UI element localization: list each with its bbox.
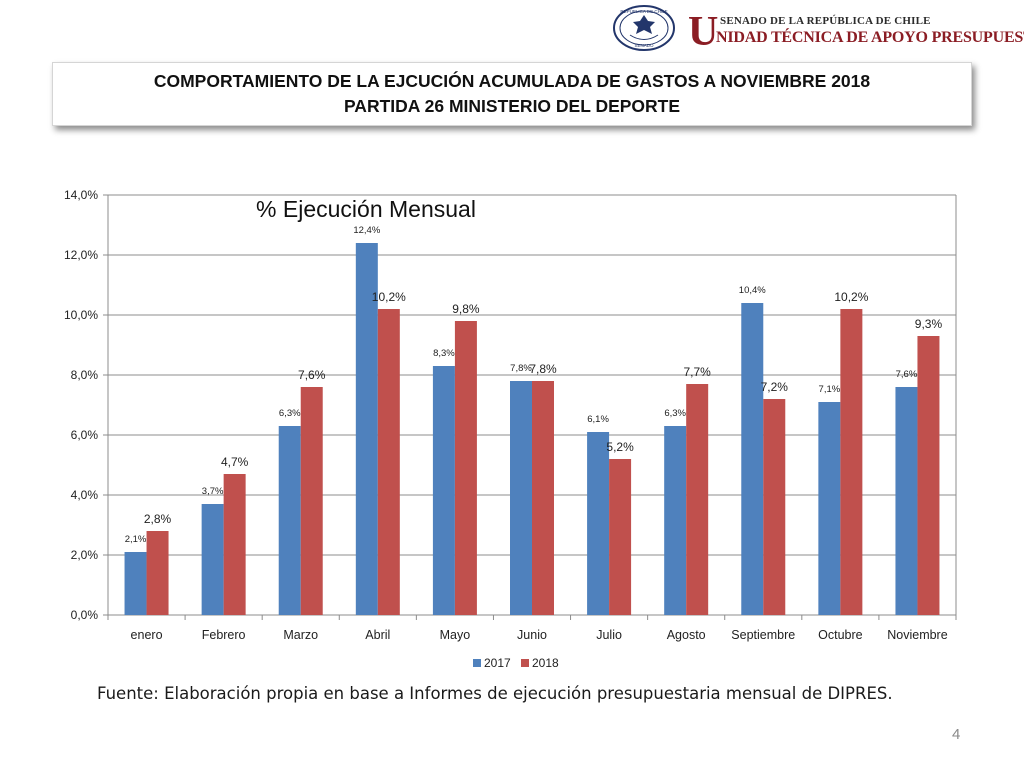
x-axis-tick-labels: enero Febrero Marzo Abril Mayo Junio Julio Agos… — [131, 628, 948, 642]
legend-label: 2017 — [484, 656, 511, 670]
bar-2017-septiembre — [741, 303, 764, 615]
data-label: 6,3% — [664, 408, 686, 419]
bar-2018-mayo — [454, 321, 477, 615]
data-label: 7,8% — [529, 362, 557, 376]
x-tick-label: Noviembre — [887, 628, 947, 642]
data-label: 10,4% — [739, 285, 766, 296]
slide-title-line2: PARTIDA 26 MINISTERIO DEL DEPORTE — [343, 96, 681, 116]
data-label: 7,2% — [761, 380, 789, 394]
legend-swatch — [473, 659, 481, 667]
data-label: 7,1% — [819, 384, 841, 395]
x-tick-label: Marzo — [283, 628, 318, 642]
bar-2018-septiembre — [763, 399, 786, 615]
bar-2017-junio — [510, 381, 532, 615]
data-label: 7,8% — [510, 363, 532, 374]
data-label: 2,8% — [144, 512, 172, 526]
bar-2018-julio — [609, 459, 632, 615]
org-name-line2: NIDAD TÉCNICA DE APOYO PRESUPUESTARIO — [716, 29, 1024, 46]
x-tick-label: Octubre — [818, 628, 863, 642]
senate-seal-logo: REPÚBLICA DE CHILE SENADO — [613, 5, 675, 51]
data-label: 7,6% — [298, 368, 326, 382]
data-label: 2,1% — [125, 534, 147, 545]
x-tick-label: enero — [131, 628, 163, 642]
seal-top-text: REPÚBLICA DE CHILE — [620, 8, 667, 14]
bar-2018-febrero — [223, 474, 246, 615]
bar-2017-octubre — [818, 402, 841, 615]
bar-2018-agosto — [686, 384, 709, 615]
y-tick-label: 14,0% — [64, 188, 98, 202]
chart-data-labels: 2,1% 2,8% 3,7% 4,7% 6,3% 7,6% 12,4% 10,2% 8,3% 9,… — [125, 225, 943, 545]
chart-bars — [124, 243, 940, 615]
bar-2017-febrero — [201, 504, 224, 615]
x-tick-label: Junio — [517, 628, 547, 642]
bar-2017-noviembre — [895, 387, 918, 615]
legend-swatch — [521, 659, 529, 667]
bar-2018-octubre — [840, 309, 863, 615]
organization-header: U SENADO DE LA REPÚBLICA DE CHILE NIDAD … — [688, 9, 1024, 55]
bar-2017-abril — [355, 243, 378, 615]
bar-2018-junio — [532, 381, 554, 615]
slide-title-line1: COMPORTAMIENTO DE LA EJCUCIÓN ACUMULADA … — [153, 71, 871, 91]
data-label: 6,3% — [279, 408, 301, 419]
bar-2017-agosto — [664, 426, 687, 615]
legend-label: 2018 — [532, 656, 559, 670]
y-tick-label: 2,0% — [71, 548, 99, 562]
y-tick-label: 0,0% — [71, 608, 99, 622]
x-tick-label: Mayo — [440, 628, 471, 642]
org-initial-letter: U — [688, 9, 719, 55]
bar-2018-marzo — [300, 387, 323, 615]
seal-bottom-text: SENADO — [634, 43, 654, 48]
y-tick-label: 4,0% — [71, 488, 99, 502]
data-label: 7,7% — [684, 365, 712, 379]
bar-2017-enero — [124, 552, 147, 615]
data-label: 6,1% — [587, 414, 609, 425]
x-tick-label: Febrero — [202, 628, 246, 642]
y-tick-label: 6,0% — [71, 428, 99, 442]
org-name-line1: SENADO DE LA REPÚBLICA DE CHILE — [720, 15, 931, 27]
data-label: 10,2% — [834, 290, 868, 304]
data-label: 12,4% — [353, 225, 380, 236]
x-tick-label: Julio — [596, 628, 622, 642]
data-label: 7,6% — [896, 369, 918, 380]
y-tick-label: 10,0% — [64, 308, 98, 322]
y-axis-tick-labels: 0,0% 2,0% 4,0% 6,0% 8,0% 10,0% 12,0% 14,0% — [64, 188, 98, 622]
bar-2017-marzo — [278, 426, 301, 615]
data-label: 9,8% — [452, 302, 480, 316]
x-tick-label: Agosto — [667, 628, 706, 642]
data-label: 5,2% — [606, 440, 634, 454]
data-label: 10,2% — [372, 290, 406, 304]
y-tick-label: 12,0% — [64, 248, 98, 262]
data-label: 9,3% — [915, 317, 943, 331]
slide-title-box: COMPORTAMIENTO DE LA EJCUCIÓN ACUMULADA … — [52, 62, 972, 126]
bar-2017-julio — [587, 432, 610, 615]
bar-2017-mayo — [432, 366, 455, 615]
bar-2018-enero — [146, 531, 169, 615]
chart-title: % Ejecución Mensual — [256, 196, 476, 222]
bar-2018-noviembre — [917, 336, 940, 615]
chart-legend: 2017 2018 — [473, 656, 559, 670]
page-number: 4 — [952, 726, 961, 743]
source-note: Fuente: Elaboración propia en base a Inf… — [97, 684, 893, 703]
data-label: 4,7% — [221, 455, 249, 469]
x-tick-label: Abril — [365, 628, 390, 642]
data-label: 3,7% — [202, 486, 224, 497]
bar-2018-abril — [377, 309, 400, 615]
y-tick-label: 8,0% — [71, 368, 99, 382]
data-label: 8,3% — [433, 348, 455, 359]
x-tick-label: Septiembre — [731, 628, 795, 642]
